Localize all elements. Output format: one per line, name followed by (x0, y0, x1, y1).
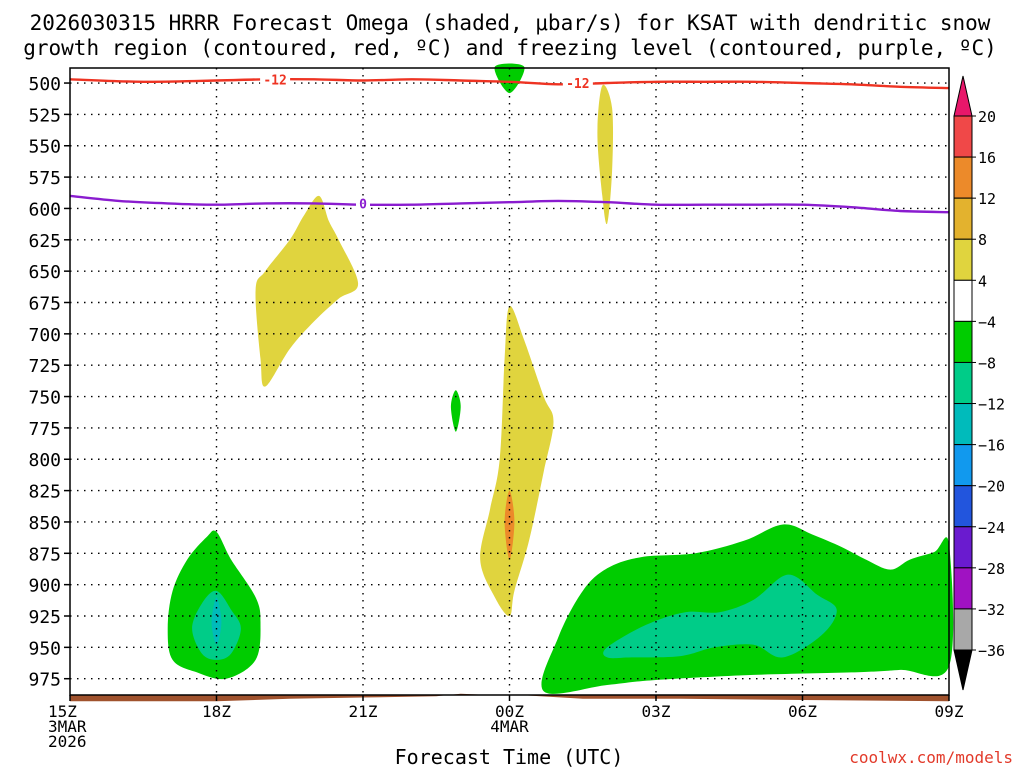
omega-region-yellow-800 (480, 305, 554, 617)
colorbar-label-5: −4 (978, 313, 996, 331)
x-tick-label-18-0: 09Z (935, 702, 964, 721)
colorbar-label-1: 16 (978, 149, 996, 167)
colorbar-label-6: −8 (978, 354, 996, 372)
y-tick-label-975: 975 (28, 670, 61, 691)
x-tick-label-9-0: 00Z (495, 702, 524, 721)
x-tick-label-0-0: 15Z (48, 702, 77, 721)
colorbar-band-10 (953, 485, 973, 528)
colorbar-band-13 (953, 608, 973, 651)
y-tick-label-675: 675 (28, 293, 61, 314)
y-tick-label-825: 825 (28, 482, 61, 503)
omega-region-yellow-550 (597, 84, 614, 225)
y-tick-label-525: 525 (28, 105, 61, 126)
x-tick-label-15-0: 06Z (788, 702, 817, 721)
colorbar-label-2: 12 (978, 190, 996, 208)
chart-title-line2: growth region (contoured, red, ºC) and f… (23, 36, 997, 60)
colorbar-label-13: −36 (978, 642, 1005, 660)
y-tick-label-875: 875 (28, 544, 61, 565)
dendritic-contour-line (69, 77, 950, 90)
omega-region-yellow-650 (255, 195, 359, 387)
dendritic-contour-label-bg-1 (562, 76, 593, 91)
y-tick-label-575: 575 (28, 168, 61, 189)
dendritic-contour-label-0: -12 (263, 73, 286, 88)
y-tick-label-850: 850 (28, 513, 61, 534)
freezing-contour-label-0: 0 (359, 197, 367, 212)
colorbar-label-9: −20 (978, 478, 1005, 496)
chart-title-line1: 2026030315 HRRR Forecast Omega (shaded, … (30, 11, 991, 35)
colorbar-label-3: 8 (978, 231, 987, 249)
x-tick-label-0-2: 2026 (48, 732, 87, 751)
colorbar-band-5 (953, 279, 973, 322)
y-tick-label-600: 600 (28, 199, 61, 220)
freezing-contour-line (69, 194, 950, 214)
x-axis-label: Forecast Time (UTC) (395, 745, 624, 768)
y-tick-label-650: 650 (28, 262, 61, 283)
colorbar-bottom-triangle (953, 649, 973, 691)
y-tick-label-950: 950 (28, 638, 61, 659)
y-tick-label-725: 725 (28, 356, 61, 377)
colorbar-band-8 (953, 403, 973, 446)
colorbar: 20 16 12 8 4 −4 −8 −12 −16 −20 −24 −28 −32 −36 (953, 75, 1005, 691)
colorbar-label-4: 4 (978, 272, 987, 290)
omega-shaded-layer (167, 63, 954, 694)
freezing-contour-label-bg-0 (356, 196, 370, 211)
colorbar-band-12 (953, 567, 973, 610)
colorbar-band-4 (953, 238, 973, 281)
y-tick-label-750: 750 (28, 388, 61, 409)
colorbar-band-11 (953, 526, 973, 569)
omega-region-green-top-500 (494, 63, 525, 94)
colorbar-label-8: −16 (978, 437, 1005, 455)
colorbar-band-1 (953, 115, 973, 158)
y-tick-label-700: 700 (28, 325, 61, 346)
omega-region-green-760 (450, 390, 461, 432)
y-tick-label-550: 550 (28, 137, 61, 158)
y-tick-label-925: 925 (28, 607, 61, 628)
colorbar-band-6 (953, 320, 973, 363)
colorbar-top-triangle (953, 75, 973, 117)
x-tick-label-9-1: 4MAR (490, 717, 529, 736)
y-axis: 500 525 550 575 600 625 650 675 700 725 750 775 800 8… (28, 74, 70, 691)
y-tick-label-625: 625 (28, 231, 61, 252)
omega-region-teal-940-right (603, 574, 837, 659)
y-tick-label-900: 900 (28, 576, 61, 597)
y-tick-label-800: 800 (28, 450, 61, 471)
colorbar-label-10: −24 (978, 519, 1005, 537)
dendritic-contour-label-1: -12 (566, 77, 589, 92)
x-tick-label-6-0: 21Z (349, 702, 378, 721)
freezing-contour-layer: 0 (69, 194, 950, 214)
colorbar-band-9 (953, 444, 973, 487)
omega-region-orange-840 (504, 490, 515, 560)
y-tick-label-775: 775 (28, 419, 61, 440)
colorbar-band-2 (953, 156, 973, 199)
colorbar-band-7 (953, 361, 973, 405)
dendritic-contour-layer: -12 -12 (69, 72, 950, 92)
colorbar-band-3 (953, 197, 973, 240)
x-tick-label-3-0: 18Z (202, 702, 231, 721)
colorbar-label-12: −32 (978, 601, 1005, 619)
colorbar-label-11: −28 (978, 560, 1005, 578)
dendritic-contour-label-bg-0 (260, 72, 291, 87)
watermark-link[interactable]: coolwx.com/models (849, 748, 1013, 767)
y-tick-label-500: 500 (28, 74, 61, 95)
colorbar-label-0: 20 (978, 108, 996, 126)
colorbar-label-7: −12 (978, 396, 1005, 414)
x-tick-label-12-0: 03Z (642, 702, 671, 721)
x-tick-label-0-1: 3MAR (48, 717, 87, 736)
